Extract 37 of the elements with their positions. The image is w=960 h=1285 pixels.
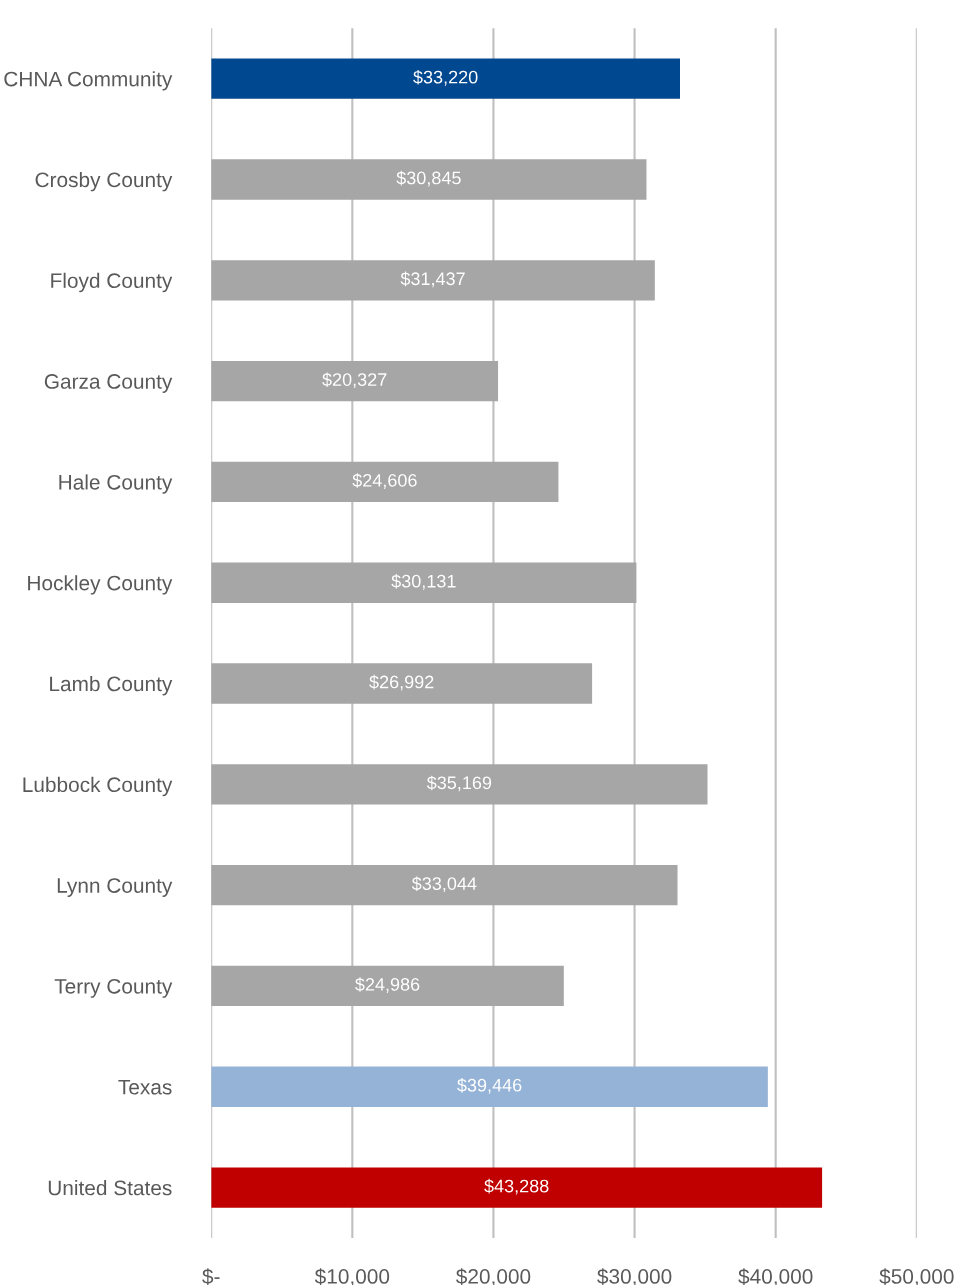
bar <box>211 864 678 906</box>
bar <box>211 159 647 200</box>
bar <box>211 663 593 704</box>
bar <box>211 764 708 805</box>
data-label: $35,169 <box>426 775 492 792</box>
y-tick-label: Lynn County <box>57 878 173 898</box>
data-label: $31,437 <box>400 271 465 288</box>
y-tick-label: Lamb County <box>50 675 173 696</box>
y-tick-label: Garza County <box>44 374 173 393</box>
data-label: $26,992 <box>369 674 434 691</box>
y-tick-label: CHNA Community <box>4 71 173 91</box>
data-label: $33,220 <box>413 69 478 86</box>
data-label: $39,446 <box>457 1078 522 1094</box>
x-tick-label: $- <box>202 1268 220 1285</box>
data-label: $30,845 <box>396 170 461 187</box>
y-tick-label: Terry County <box>54 978 173 998</box>
y-tick-label: Hockley County <box>28 575 173 595</box>
data-label: $20,327 <box>322 372 387 389</box>
bar <box>211 1066 768 1107</box>
y-tick-label: Texas <box>118 1079 172 1095</box>
data-label: $24,606 <box>352 473 417 489</box>
bar <box>211 1167 823 1208</box>
y-tick-label: Crosby County <box>35 171 173 192</box>
bar <box>211 461 559 503</box>
data-label: $43,288 <box>484 1178 549 1195</box>
data-label: $30,131 <box>391 574 456 590</box>
y-tick-label: Hale County <box>59 474 173 494</box>
data-label: $33,044 <box>411 876 477 893</box>
bar <box>211 58 680 99</box>
bar <box>211 260 655 301</box>
bar <box>211 562 637 603</box>
bar <box>211 965 564 1007</box>
y-tick-label: United States <box>48 1180 172 1196</box>
y-tick-label: Lubbock County <box>23 776 173 797</box>
y-tick-label: Floyd County <box>51 272 173 293</box>
data-label: $24,986 <box>355 977 420 993</box>
bar <box>211 360 499 402</box>
